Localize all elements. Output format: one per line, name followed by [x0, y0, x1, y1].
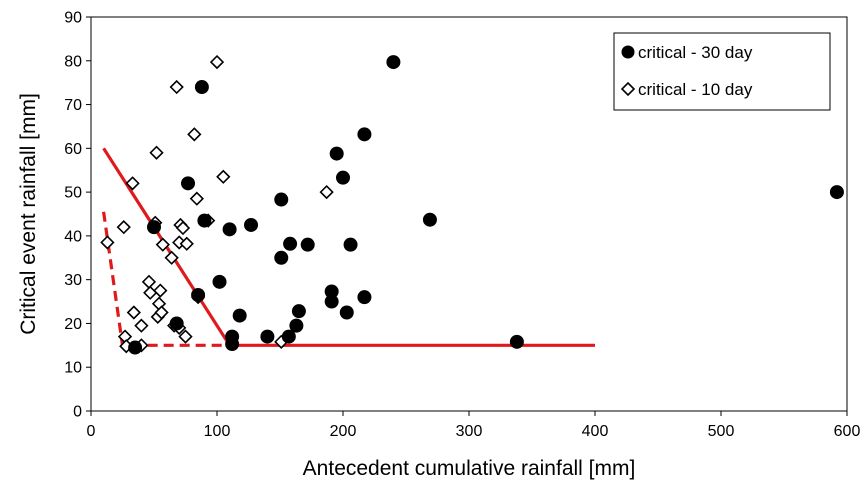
y-tick-label: 90	[64, 10, 82, 27]
data-point-10-day	[319, 184, 334, 200]
data-points	[100, 54, 844, 355]
data-point-10-day	[153, 283, 168, 298]
data-point-10-day	[179, 236, 194, 251]
x-tick-label: 500	[708, 423, 735, 440]
data-point-30-day	[197, 213, 212, 228]
data-point-10-day	[169, 79, 184, 95]
data-point-30-day	[147, 220, 161, 235]
data-point-10-day	[164, 250, 179, 265]
data-point-30-day	[191, 287, 206, 302]
y-tick-label: 70	[64, 97, 82, 114]
data-point-10-day	[155, 237, 170, 252]
data-point-10-day	[100, 235, 115, 250]
data-point-10-day	[209, 54, 225, 70]
data-point-30-day	[274, 250, 289, 265]
data-point-30-day	[260, 329, 275, 344]
y-axis-title: Critical event rainfall [mm]	[17, 93, 40, 335]
x-tick-label: 300	[456, 423, 483, 440]
y-tick-label: 0	[73, 404, 82, 421]
data-point-30-day	[329, 146, 344, 161]
data-point-10-day	[178, 329, 193, 344]
data-point-30-day	[128, 340, 143, 355]
x-tick-label: 600	[834, 423, 861, 440]
x-tick-label: 200	[330, 423, 357, 440]
data-point-30-day	[386, 55, 401, 70]
data-point-10-day	[125, 176, 140, 191]
y-tick-label: 60	[64, 141, 82, 158]
data-point-30-day	[324, 284, 339, 299]
data-point-30-day	[222, 222, 237, 237]
data-point-30-day	[281, 329, 296, 344]
data-point-30-day	[300, 237, 315, 252]
data-point-30-day	[357, 290, 372, 305]
data-point-30-day	[509, 334, 524, 349]
data-point-10-day	[216, 169, 231, 184]
legend: critical - 30 day critical - 10 day	[613, 32, 831, 111]
data-point-30-day	[181, 176, 196, 191]
data-point-10-day	[134, 318, 149, 333]
legend-label-30-day: critical - 30 day	[638, 43, 753, 62]
data-point-10-day	[189, 191, 204, 206]
data-point-30-day	[212, 274, 227, 289]
data-point-10-day	[187, 127, 202, 142]
x-axis-title: Antecedent cumulative rainfall [mm]	[303, 457, 636, 480]
data-point-30-day	[169, 316, 184, 331]
data-point-30-day	[336, 170, 350, 185]
data-point-30-day	[225, 337, 240, 352]
y-tick-label: 30	[64, 272, 82, 289]
data-point-30-day	[291, 304, 306, 319]
data-point-10-day	[149, 145, 164, 160]
data-point-30-day	[422, 212, 437, 227]
data-point-10-day	[126, 305, 141, 320]
y-tick-label: 50	[64, 185, 82, 202]
x-tick-label: 100	[204, 423, 231, 440]
y-tick-label: 20	[64, 316, 82, 333]
data-point-10-day	[175, 220, 191, 236]
data-point-30-day	[343, 237, 358, 252]
data-point-10-day	[154, 305, 169, 320]
y-tick-label: 80	[64, 53, 82, 70]
legend-marker-30-day	[621, 45, 635, 59]
data-point-30-day	[324, 294, 339, 309]
data-point-10-day	[116, 220, 131, 235]
y-tick-label: 10	[64, 360, 82, 377]
data-point-30-day	[289, 318, 304, 333]
data-point-30-day	[274, 192, 289, 207]
x-tick-label: 400	[582, 423, 609, 440]
data-point-30-day	[339, 305, 354, 320]
data-point-30-day	[283, 236, 298, 251]
data-point-30-day	[232, 308, 247, 323]
axes: 0 10 20 30 40 50 60 70 80 90 0 100 200 300 400 500 600	[64, 10, 860, 441]
data-point-30-day	[244, 217, 259, 232]
y-tick-label: 40	[64, 228, 82, 245]
data-point-30-day	[357, 127, 372, 142]
x-tick-label: 0	[87, 423, 96, 440]
legend-box	[613, 32, 831, 111]
legend-label-10-day: critical - 10 day	[638, 80, 753, 99]
legend-marker-10-day	[620, 81, 636, 97]
data-point-30-day	[194, 80, 209, 95]
data-point-30-day	[829, 185, 844, 200]
